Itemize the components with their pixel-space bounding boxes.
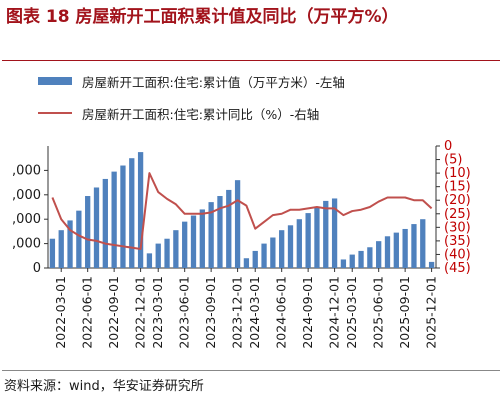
x-tick-label: 2022-09-01: [106, 276, 121, 349]
bar: [314, 207, 320, 268]
bar: [199, 209, 205, 268]
x-tick-label: 2023-03-01: [150, 276, 165, 349]
legend-item-bar: 房屋新开工面积:住宅:累计值（万平方米）-左轴: [38, 70, 345, 92]
x-tick-label: 2024-12-01: [327, 276, 342, 349]
bar: [411, 224, 417, 268]
bar: [58, 230, 64, 268]
x-tick-label: 2022-03-01: [53, 276, 68, 349]
bar: [137, 152, 144, 268]
bar: [279, 230, 285, 268]
bar: [146, 253, 153, 268]
x-tick-label: 2024-03-01: [247, 276, 262, 349]
left-tick-label: ,000: [12, 188, 41, 203]
legend: 房屋新开工面积:住宅:累计值（万平方米）-左轴 房屋新开工面积:住宅:累计同比（…: [38, 70, 345, 134]
title-divider: [2, 60, 500, 61]
x-tick-label: 2023-06-01: [177, 276, 192, 349]
bar: [234, 180, 241, 268]
x-tick-label: 2023-09-01: [203, 276, 218, 349]
bar: [261, 243, 267, 268]
bar: [164, 238, 170, 268]
bar: [208, 202, 214, 268]
bar: [331, 198, 338, 268]
bar: [129, 158, 135, 268]
bar: [67, 220, 73, 268]
bar: [376, 241, 382, 268]
x-tick-label: 2022-12-01: [133, 276, 148, 349]
bar: [296, 219, 302, 268]
bar: [287, 225, 294, 268]
chart-title: 图表 18 房屋新开工面积累计值及同比（万平方%）: [6, 7, 399, 27]
bar: [155, 243, 161, 268]
legend-line-label: 房屋新开工面积:住宅:累计同比（%）-右轴: [82, 106, 320, 122]
right-tick-label: (15): [444, 180, 471, 195]
right-tick-label: 0: [444, 139, 452, 154]
x-tick-label: 2025-03-01: [344, 276, 359, 349]
bar: [252, 250, 258, 268]
bar: [402, 228, 408, 268]
bar: [182, 221, 188, 268]
bar: [93, 187, 100, 268]
legend-bar-swatch: [38, 77, 72, 85]
x-tick-label: 2025-12-01: [424, 276, 439, 349]
bar: [173, 230, 179, 268]
bar: [270, 237, 276, 268]
bar: [384, 236, 391, 268]
legend-item-line: 房屋新开工面积:住宅:累计同比（%）-右轴: [38, 102, 345, 124]
bar: [323, 200, 329, 268]
right-tick-label: (10): [444, 166, 471, 181]
right-tick-label: (35): [444, 234, 471, 249]
bar: [420, 219, 426, 268]
bar: [217, 196, 223, 268]
right-tick-label: (20): [444, 193, 471, 208]
right-tick-label: (45): [444, 261, 471, 276]
source-divider: [2, 370, 500, 371]
left-tick-label: ,000: [12, 237, 41, 252]
bar: [367, 247, 373, 268]
x-tick-label: 2025-09-01: [397, 276, 412, 349]
x-tick-label: 2024-06-01: [274, 276, 289, 349]
bar: [358, 250, 364, 268]
bar: [190, 215, 197, 268]
yoy-line: [51, 172, 433, 251]
x-tick-label: 2025-06-01: [371, 276, 386, 349]
bar: [226, 189, 232, 268]
left-tick-label: 0: [33, 261, 41, 276]
right-tick-label: (40): [444, 247, 471, 262]
bar: [428, 261, 435, 268]
x-tick-label: 2022-06-01: [80, 276, 95, 349]
left-tick-label: ,000: [12, 163, 41, 178]
bar: [111, 171, 117, 268]
bar: [243, 258, 250, 268]
right-tick-label: (5): [444, 153, 462, 168]
bar: [393, 232, 399, 268]
bar: [102, 178, 108, 268]
x-tick-label: 2023-12-01: [230, 276, 245, 349]
bar: [349, 254, 355, 268]
bar: [49, 238, 56, 268]
bar: [340, 259, 347, 268]
bar: [120, 165, 126, 268]
x-tick-label: 2024-09-01: [300, 276, 315, 349]
bar: [85, 196, 91, 268]
bar: [305, 213, 311, 268]
right-tick-label: (30): [444, 220, 471, 235]
bar: [76, 210, 82, 268]
legend-line-swatch: [38, 112, 72, 114]
source-note: 资料来源：wind，华安证券研究所: [4, 379, 204, 394]
left-tick-label: ,000: [12, 212, 41, 227]
right-tick-label: (25): [444, 207, 471, 222]
legend-bar-label: 房屋新开工面积:住宅:累计值（万平方米）-左轴: [82, 74, 345, 90]
